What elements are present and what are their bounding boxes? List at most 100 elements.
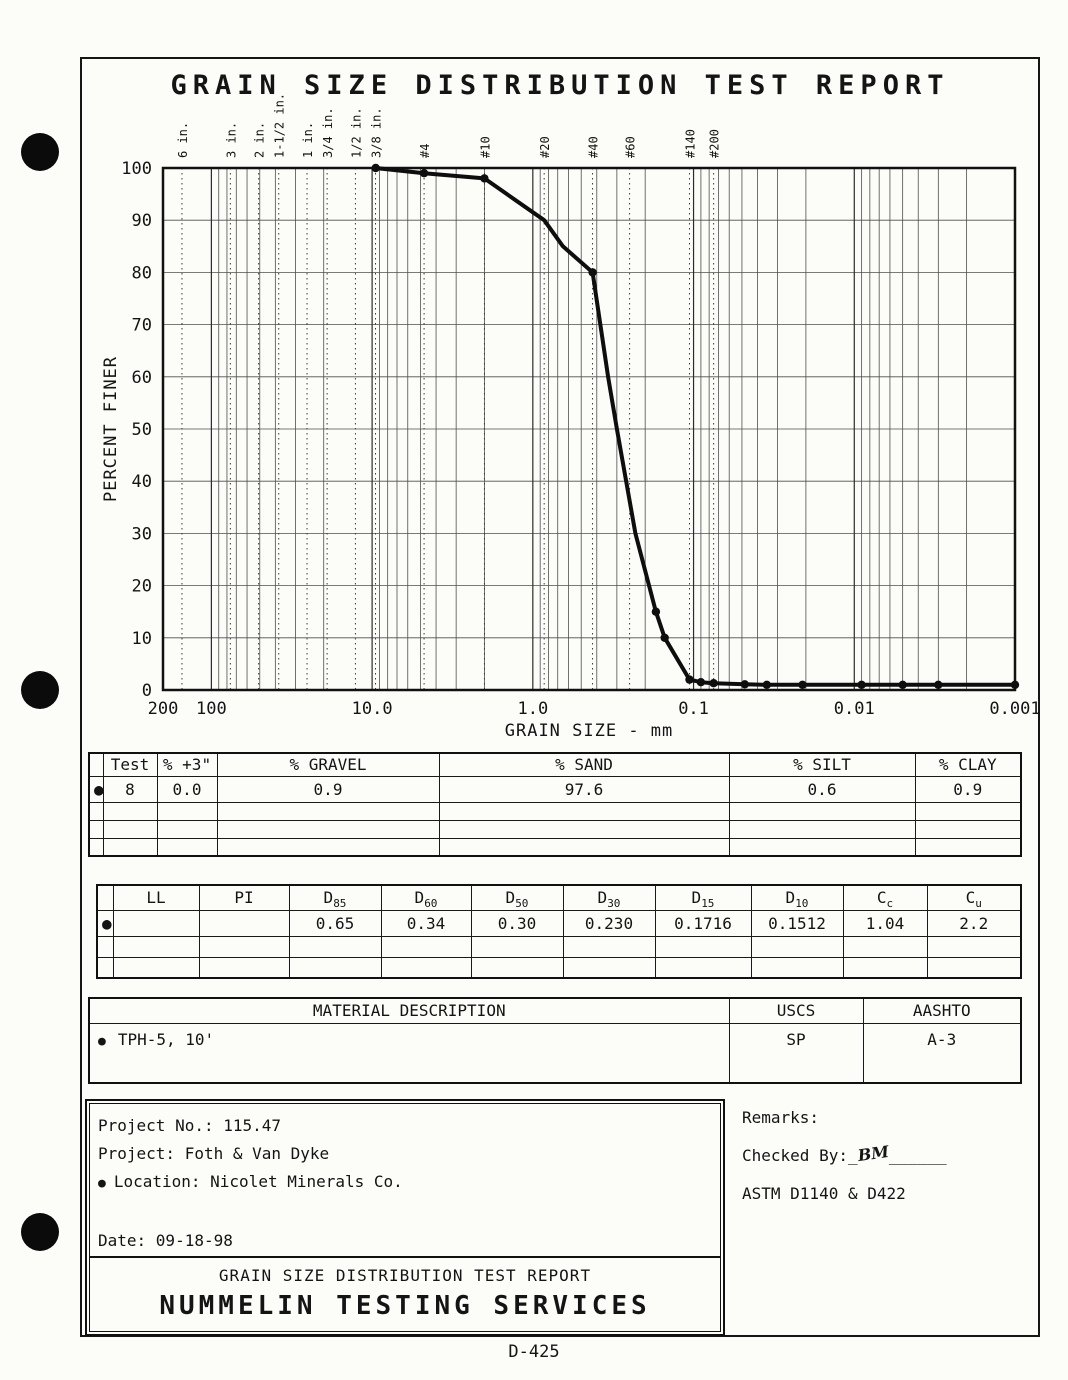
empty-cell (156, 801, 218, 821)
project-date-line: Date: 09-18-98 (98, 1231, 233, 1250)
form-number: D-425 (508, 1342, 560, 1362)
header-base: PI (234, 888, 254, 908)
material-description-cell: ● TPH-5, 10' (88, 1022, 730, 1084)
fractions-data-row: ● 8 0.0 0.9 97.6 0.6 0.9 (88, 775, 1022, 803)
col-header-d50: D50 (470, 884, 564, 911)
empty-cell (562, 935, 656, 958)
project-location-text: Location: Nicolet Minerals Co. (113, 1172, 403, 1191)
empty-cell (926, 956, 1022, 979)
value-test: 8 (102, 775, 158, 803)
checked-by-line: Checked By:_BM______ (742, 1142, 1034, 1165)
value-d50: 0.30 (470, 909, 564, 937)
project-info-box: Project No.: 115.47 Project: Foth & Van … (85, 1099, 725, 1336)
empty-cell (102, 837, 158, 857)
header-sub: 15 (701, 897, 715, 910)
col-header-silt: % SILT (728, 752, 916, 777)
header-base: D (414, 888, 425, 908)
col-header-aashto: AASHTO (862, 997, 1022, 1024)
project-name-line: Project: Foth & Van Dyke (98, 1144, 330, 1163)
empty-cell (470, 956, 564, 979)
empty-cell (102, 801, 158, 821)
header-sub: c (886, 897, 894, 910)
empty-cell (914, 819, 1022, 839)
empty-cell (380, 935, 472, 958)
uscs-value: SP (728, 1022, 864, 1084)
value-d30: 0.230 (562, 909, 656, 937)
empty-cell (88, 801, 104, 821)
value-plus3: 0.0 (156, 775, 218, 803)
header-base: D (597, 888, 608, 908)
value-clay: 0.9 (914, 775, 1022, 803)
col-header-clay: % CLAY (914, 752, 1022, 777)
empty-cell (156, 819, 218, 839)
empty-cell (96, 956, 114, 979)
empty-row (88, 801, 1022, 821)
empty-cell (198, 935, 290, 958)
empty-cell (728, 819, 916, 839)
empty-cell (112, 935, 200, 958)
header-base: C (876, 888, 887, 908)
col-header-cu: Cu (926, 884, 1022, 911)
remarks-section: Remarks: Checked By:_BM______ ASTM D1140… (742, 1108, 1034, 1222)
value-silt: 0.6 (728, 775, 916, 803)
empty-cell (654, 956, 752, 979)
empty-cell (88, 837, 104, 857)
col-header-gravel: % GRAVEL (216, 752, 440, 777)
col-header-pi: PI (198, 884, 290, 911)
value-pi (198, 909, 290, 937)
empty-cell (438, 819, 730, 839)
parameters-data-row: ● 0.65 0.34 0.30 0.230 0.1716 0.1512 1.0… (96, 909, 1022, 937)
col-header-d30: D30 (562, 884, 656, 911)
col-header-cc: Cc (842, 884, 928, 911)
empty-cell (216, 819, 440, 839)
empty-cell (728, 837, 916, 857)
value-d85: 0.65 (288, 909, 382, 937)
header-base: LL (146, 888, 166, 908)
empty-cell (102, 819, 158, 839)
col-header-sand: % SAND (438, 752, 730, 777)
col-header-material-description: MATERIAL DESCRIPTION (88, 997, 730, 1024)
empty-cell (156, 837, 218, 857)
punch-hole-middle (21, 671, 59, 709)
empty-row (96, 935, 1022, 958)
empty-cell (562, 956, 656, 979)
empty-row (88, 819, 1022, 839)
page-border (80, 57, 1040, 1337)
value-cc: 1.04 (842, 909, 928, 937)
header-base: D (691, 888, 702, 908)
header-base: D (785, 888, 796, 908)
value-d60: 0.34 (380, 909, 472, 937)
report-type-line: GRAIN SIZE DISTRIBUTION TEST REPORT (218, 1266, 592, 1285)
underscore: _ (847, 1146, 858, 1165)
punch-hole-top (21, 133, 59, 171)
empty-cell (112, 956, 200, 979)
project-number-line: Project No.: 115.47 (98, 1116, 282, 1135)
empty-cell (288, 956, 382, 979)
empty-cell (216, 837, 440, 857)
value-d10: 0.1512 (750, 909, 844, 937)
project-location-line: ● Location: Nicolet Minerals Co. (98, 1172, 710, 1191)
empty-cell (914, 801, 1022, 821)
material-data-row: ● TPH-5, 10' SP A-3 (88, 1022, 1022, 1084)
bullet-column-header (96, 884, 114, 911)
row-marker: ● (96, 909, 114, 937)
value-cu: 2.2 (926, 909, 1022, 937)
parameters-table: LL PI D85 D60 D50 D30 D15 D10 Cc Cu ● 0.… (96, 884, 1022, 979)
header-sub: 30 (607, 897, 621, 910)
col-header-test: Test (102, 752, 158, 777)
lab-footer: GRAIN SIZE DISTRIBUTION TEST REPORT NUMM… (90, 1256, 720, 1331)
empty-cell (438, 801, 730, 821)
empty-cell (88, 819, 104, 839)
value-d15: 0.1716 (654, 909, 752, 937)
col-header-d85: D85 (288, 884, 382, 911)
fractions-table: Test % +3" % GRAVEL % SAND % SILT % CLAY… (88, 752, 1022, 857)
header-base: D (505, 888, 516, 908)
company-name: NUMMELIN TESTING SERVICES (159, 1291, 651, 1321)
col-header-d10: D10 (750, 884, 844, 911)
value-sand: 97.6 (438, 775, 730, 803)
parameters-header-row: LL PI D85 D60 D50 D30 D15 D10 Cc Cu (96, 884, 1022, 911)
fractions-header-row: Test % +3" % GRAVEL % SAND % SILT % CLAY (88, 752, 1022, 777)
project-info-inner: Project No.: 115.47 Project: Foth & Van … (89, 1103, 721, 1332)
header-sub: 10 (795, 897, 809, 910)
